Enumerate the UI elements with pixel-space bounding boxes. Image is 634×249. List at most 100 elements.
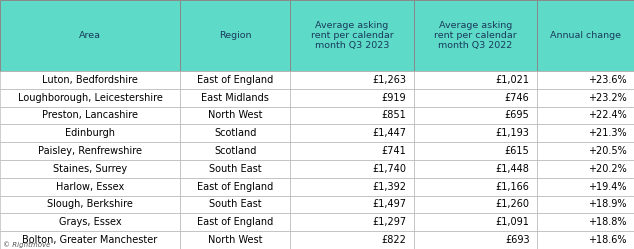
Bar <box>290 231 414 249</box>
Bar <box>0 178 180 196</box>
Text: Scotland: Scotland <box>214 128 256 138</box>
Bar <box>290 196 414 213</box>
Text: Preston, Lancashire: Preston, Lancashire <box>42 111 138 121</box>
Bar <box>414 231 537 249</box>
Bar <box>414 89 537 107</box>
Text: £693: £693 <box>505 235 529 245</box>
Bar <box>537 89 634 107</box>
Text: +23.2%: +23.2% <box>588 93 626 103</box>
Text: £1,260: £1,260 <box>496 199 529 209</box>
Text: East Midlands: East Midlands <box>202 93 269 103</box>
Bar <box>414 71 537 89</box>
Bar <box>537 178 634 196</box>
Text: +18.8%: +18.8% <box>588 217 626 227</box>
Text: East of England: East of England <box>197 182 273 192</box>
Text: £615: £615 <box>505 146 529 156</box>
Bar <box>290 0 414 71</box>
Bar <box>0 0 180 71</box>
Bar <box>414 124 537 142</box>
Text: +21.3%: +21.3% <box>588 128 626 138</box>
Text: +18.9%: +18.9% <box>588 199 626 209</box>
Bar <box>180 160 290 178</box>
Bar <box>0 196 180 213</box>
Bar <box>290 107 414 124</box>
Text: £1,091: £1,091 <box>496 217 529 227</box>
Text: © Rightmove: © Rightmove <box>3 241 50 248</box>
Text: East of England: East of England <box>197 75 273 85</box>
Bar <box>537 107 634 124</box>
Bar <box>290 160 414 178</box>
Text: North West: North West <box>208 111 262 121</box>
Bar <box>290 71 414 89</box>
Text: Annual change: Annual change <box>550 31 621 40</box>
Text: +18.6%: +18.6% <box>588 235 626 245</box>
Bar <box>537 142 634 160</box>
Text: £1,263: £1,263 <box>372 75 406 85</box>
Bar <box>290 124 414 142</box>
Text: £1,447: £1,447 <box>372 128 406 138</box>
Bar <box>414 142 537 160</box>
Text: South East: South East <box>209 199 262 209</box>
Bar <box>290 89 414 107</box>
Text: Average asking
rent per calendar
month Q3 2023: Average asking rent per calendar month Q… <box>311 21 394 50</box>
Text: Harlow, Essex: Harlow, Essex <box>56 182 124 192</box>
Bar <box>180 0 290 71</box>
Bar <box>180 213 290 231</box>
Bar <box>180 107 290 124</box>
Text: £1,021: £1,021 <box>496 75 529 85</box>
Text: Bolton, Greater Manchester: Bolton, Greater Manchester <box>22 235 158 245</box>
Bar <box>537 71 634 89</box>
Bar <box>0 89 180 107</box>
Text: £822: £822 <box>381 235 406 245</box>
Text: Loughborough, Leicestershire: Loughborough, Leicestershire <box>18 93 162 103</box>
Text: East of England: East of England <box>197 217 273 227</box>
Text: £1,448: £1,448 <box>496 164 529 174</box>
Text: +20.5%: +20.5% <box>588 146 626 156</box>
Bar <box>537 0 634 71</box>
Bar <box>0 124 180 142</box>
Text: South East: South East <box>209 164 262 174</box>
Bar <box>414 160 537 178</box>
Bar <box>180 142 290 160</box>
Text: +20.2%: +20.2% <box>588 164 626 174</box>
Text: Grays, Essex: Grays, Essex <box>59 217 121 227</box>
Bar <box>0 231 180 249</box>
Text: +22.4%: +22.4% <box>588 111 626 121</box>
Text: Slough, Berkshire: Slough, Berkshire <box>47 199 133 209</box>
Bar <box>537 213 634 231</box>
Bar <box>414 196 537 213</box>
Text: Scotland: Scotland <box>214 146 256 156</box>
Bar <box>180 178 290 196</box>
Bar <box>414 107 537 124</box>
Bar <box>414 178 537 196</box>
Bar <box>0 107 180 124</box>
Text: Staines, Surrey: Staines, Surrey <box>53 164 127 174</box>
Text: £1,497: £1,497 <box>372 199 406 209</box>
Text: Area: Area <box>79 31 101 40</box>
Bar <box>180 196 290 213</box>
Bar <box>180 71 290 89</box>
Bar <box>180 231 290 249</box>
Bar <box>537 196 634 213</box>
Text: Region: Region <box>219 31 252 40</box>
Text: £851: £851 <box>382 111 406 121</box>
Text: North West: North West <box>208 235 262 245</box>
Text: £919: £919 <box>382 93 406 103</box>
Bar <box>537 231 634 249</box>
Bar <box>0 71 180 89</box>
Bar <box>290 178 414 196</box>
Text: £746: £746 <box>505 93 529 103</box>
Bar <box>0 213 180 231</box>
Text: Paisley, Renfrewshire: Paisley, Renfrewshire <box>38 146 142 156</box>
Bar <box>0 160 180 178</box>
Bar <box>290 142 414 160</box>
Text: Edinburgh: Edinburgh <box>65 128 115 138</box>
Bar <box>537 124 634 142</box>
Text: £1,193: £1,193 <box>496 128 529 138</box>
Text: £695: £695 <box>505 111 529 121</box>
Text: £741: £741 <box>382 146 406 156</box>
Text: Luton, Bedfordshire: Luton, Bedfordshire <box>42 75 138 85</box>
Bar <box>180 89 290 107</box>
Bar <box>414 0 537 71</box>
Text: £1,392: £1,392 <box>372 182 406 192</box>
